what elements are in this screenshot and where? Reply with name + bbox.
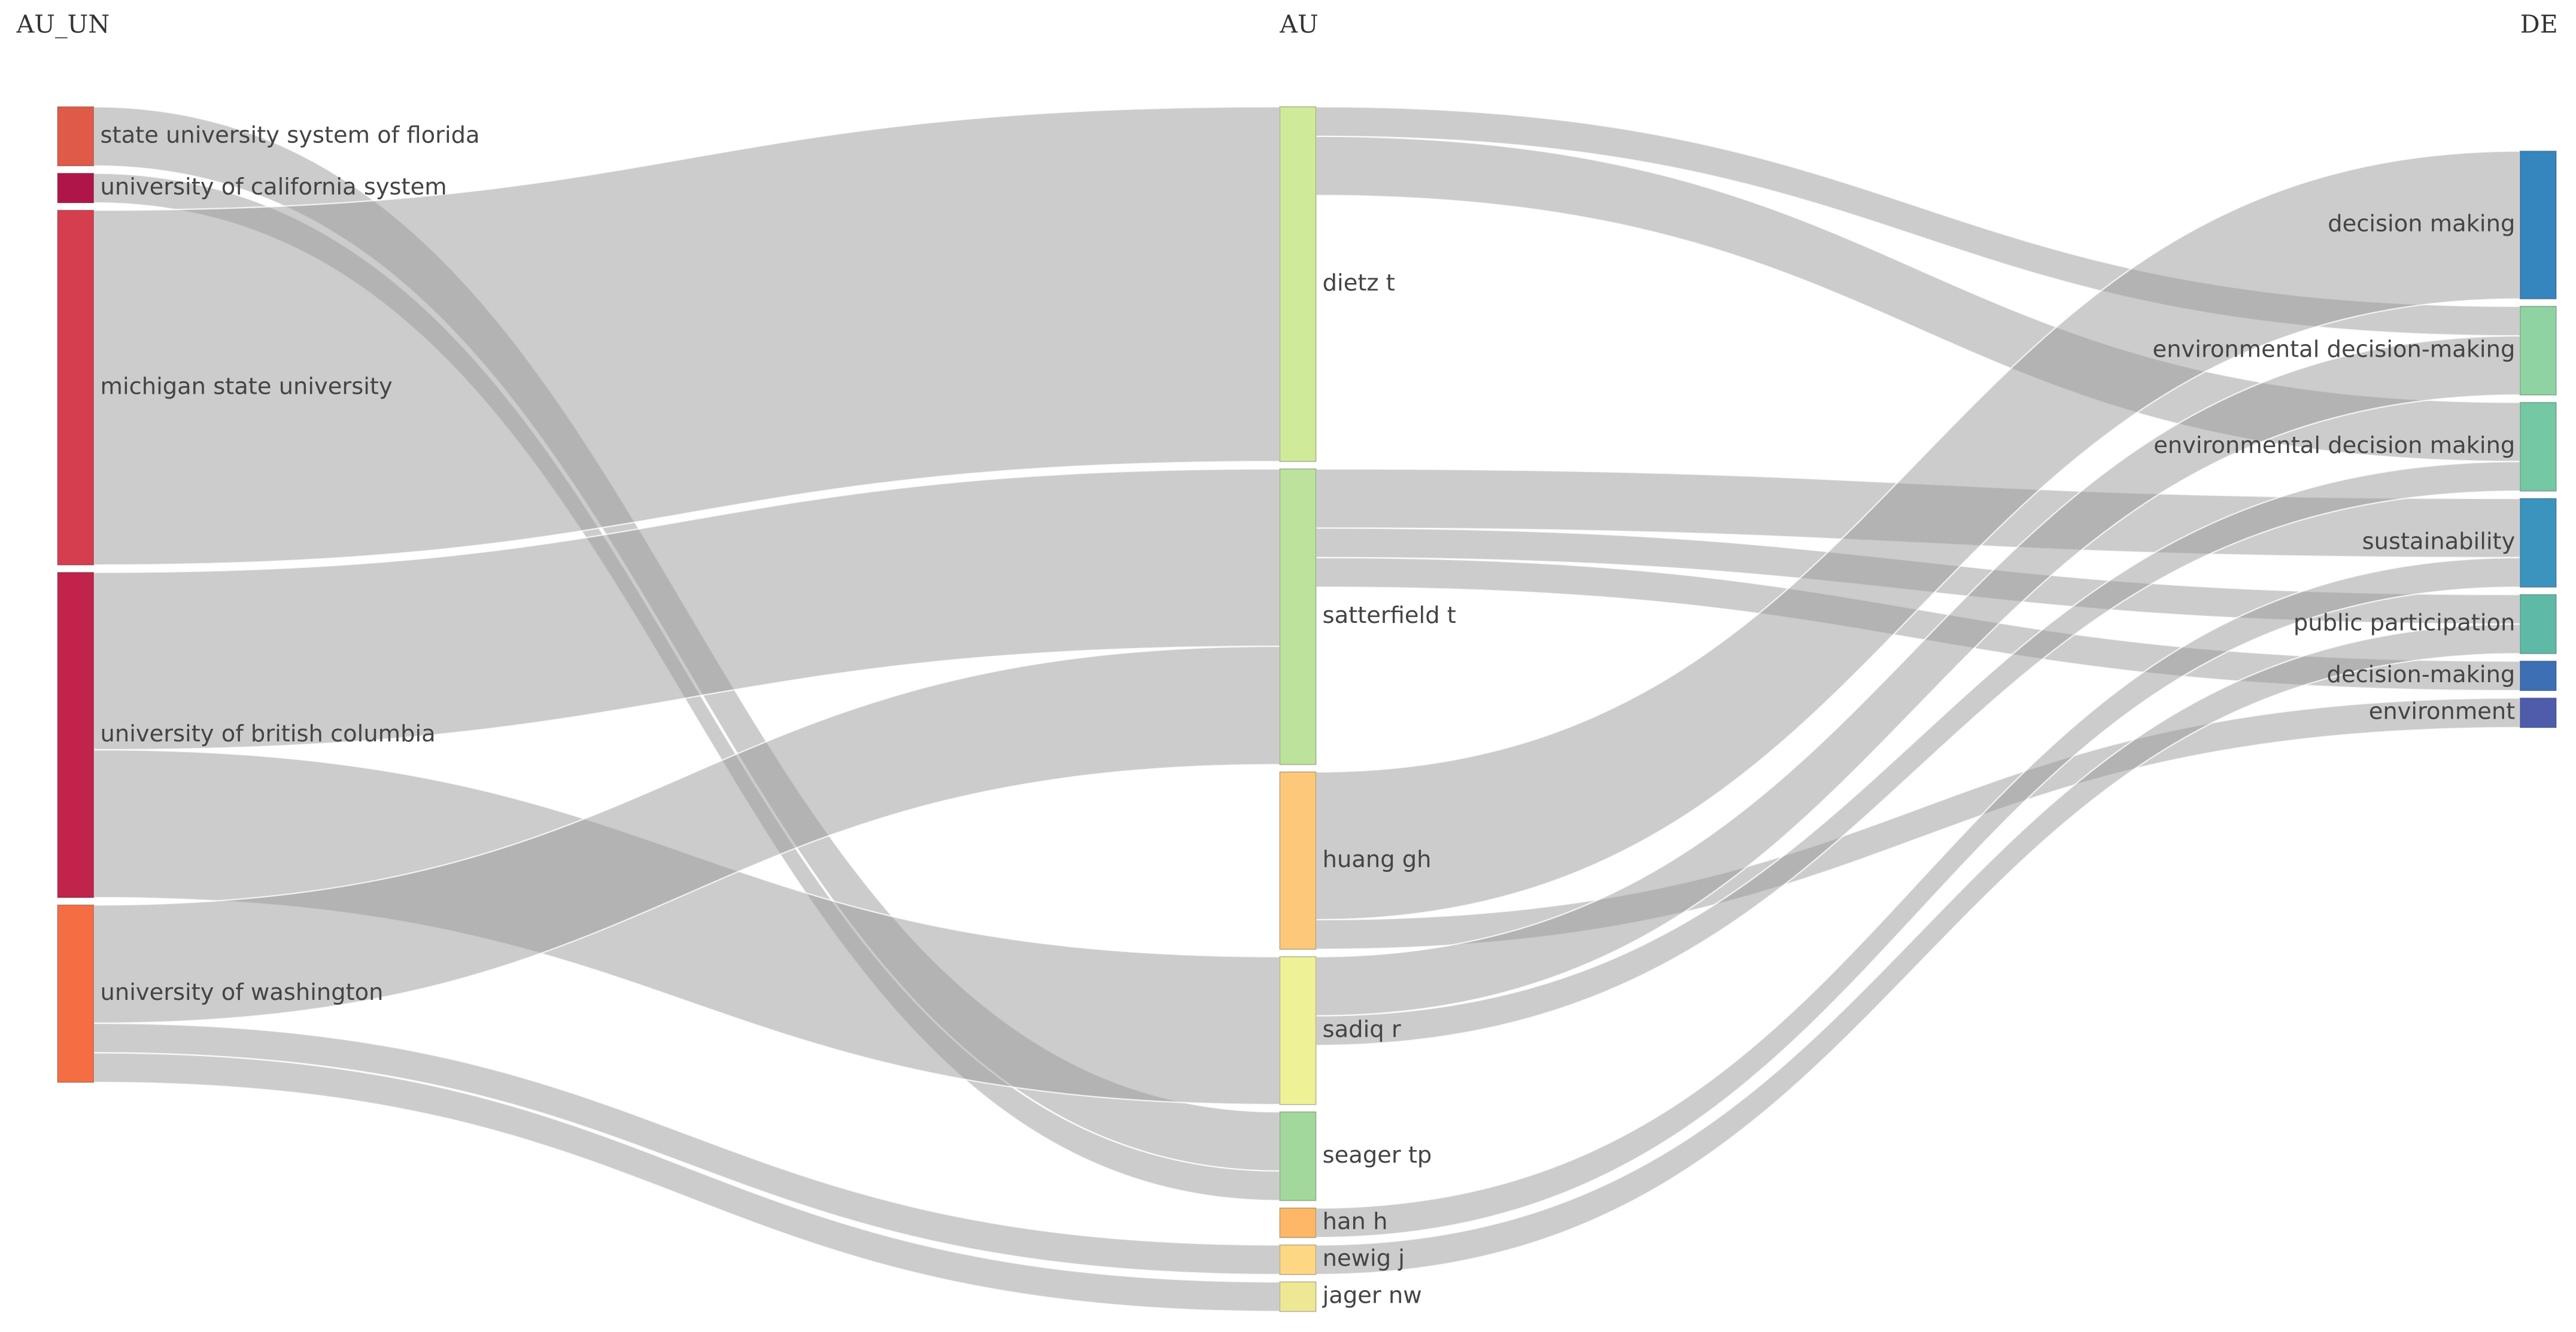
node — [1279, 956, 1317, 1105]
node — [1279, 1111, 1317, 1202]
node — [1279, 771, 1317, 950]
node — [57, 106, 95, 167]
node-label: sustainability — [2362, 528, 2516, 555]
node-label: environmental decision-making — [2153, 336, 2516, 363]
node — [1279, 1244, 1317, 1275]
node-label: seager tp — [1323, 1142, 1432, 1169]
node-label: university of washington — [101, 979, 384, 1006]
node — [2519, 150, 2557, 300]
node-label: state university system of florida — [101, 121, 480, 148]
node-label: decision making — [2328, 211, 2515, 238]
node — [2519, 498, 2557, 588]
node-label: decision-making — [2327, 661, 2516, 688]
node-label: environmental decision making — [2153, 432, 2515, 459]
node-label: jager nw — [1322, 1282, 1422, 1309]
node — [1279, 1281, 1317, 1312]
node-label: university of california system — [101, 174, 447, 200]
node — [2519, 306, 2557, 396]
node — [2519, 660, 2557, 691]
node-label: environment — [2369, 698, 2516, 725]
node — [57, 172, 95, 203]
node — [2519, 402, 2557, 492]
nodes: state university system of florida univer… — [57, 106, 2557, 1312]
node-label: sadiq r — [1323, 1016, 1401, 1043]
node — [57, 904, 95, 1083]
node-label: han h — [1323, 1208, 1388, 1235]
node-label: newig j — [1323, 1245, 1405, 1272]
node-label: huang gh — [1323, 846, 1432, 873]
node-label: satterfield t — [1323, 602, 1456, 629]
node-label: university of british columbia — [101, 720, 436, 747]
node — [1279, 1207, 1317, 1238]
node-label: michigan state university — [101, 373, 393, 400]
node — [57, 209, 95, 566]
node — [2519, 594, 2557, 655]
node-label: dietz t — [1323, 269, 1395, 296]
column-header: AU_UN — [16, 10, 110, 38]
links — [93, 106, 2521, 1312]
node — [57, 571, 95, 898]
node — [1279, 106, 1317, 463]
node — [1279, 468, 1317, 765]
column-header: DE — [2520, 10, 2558, 38]
column-header: AU — [1279, 10, 1318, 38]
node-label: public participation — [2294, 610, 2515, 637]
node — [2519, 697, 2557, 728]
